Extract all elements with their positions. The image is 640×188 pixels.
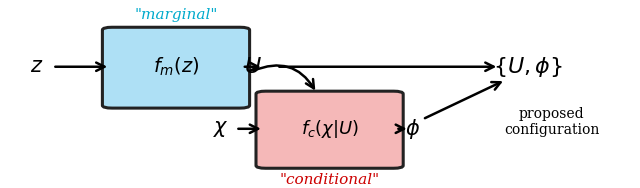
Text: $\{U,\phi\}$: $\{U,\phi\}$ (493, 55, 563, 79)
Text: $U$: $U$ (244, 56, 262, 78)
Text: $f_c(\chi|U)$: $f_c(\chi|U)$ (301, 118, 358, 140)
FancyBboxPatch shape (256, 91, 403, 168)
Text: "marginal": "marginal" (134, 8, 218, 22)
Text: $f_m(z)$: $f_m(z)$ (153, 56, 199, 78)
FancyBboxPatch shape (102, 27, 250, 108)
Text: $\phi$: $\phi$ (405, 117, 420, 141)
Text: $\chi$: $\chi$ (213, 119, 228, 139)
Text: $z$: $z$ (30, 57, 43, 76)
Text: proposed
configuration: proposed configuration (504, 107, 600, 137)
Text: "conditional": "conditional" (280, 174, 380, 187)
